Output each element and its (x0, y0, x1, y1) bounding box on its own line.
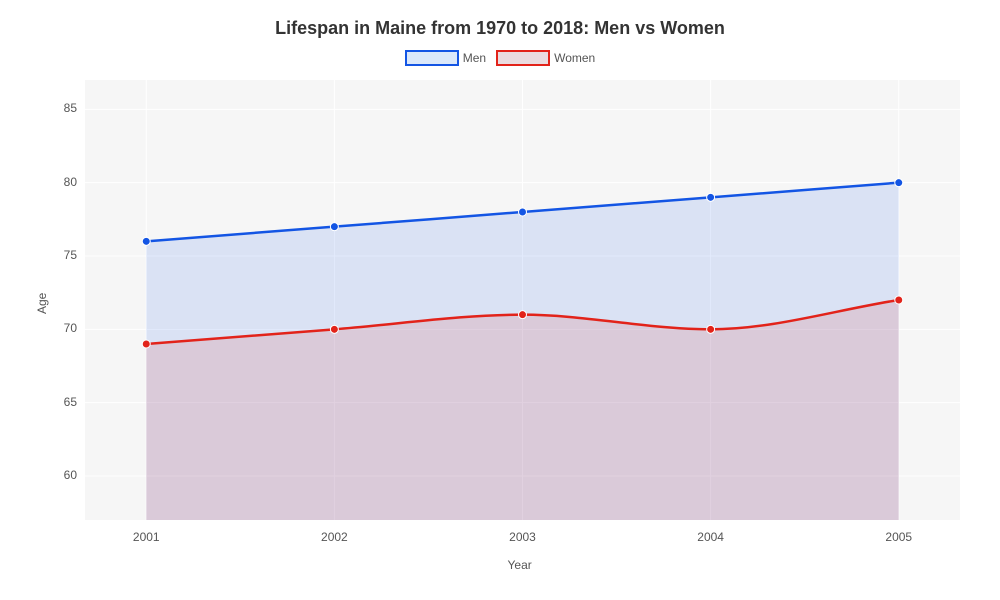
marker-men (895, 179, 903, 187)
y-tick-label: 85 (64, 101, 77, 115)
marker-men (707, 193, 715, 201)
x-tick-label: 2002 (314, 530, 354, 544)
marker-men (142, 237, 150, 245)
marker-men (519, 208, 527, 216)
marker-women (330, 325, 338, 333)
y-tick-label: 70 (64, 321, 77, 335)
x-tick-label: 2004 (691, 530, 731, 544)
legend-swatch-men (405, 50, 459, 66)
legend-swatch-women (496, 50, 550, 66)
marker-women (895, 296, 903, 304)
marker-women (707, 325, 715, 333)
plot-area (85, 80, 960, 520)
y-tick-label: 80 (64, 175, 77, 189)
y-axis-label: Age (35, 293, 49, 314)
chart-svg (85, 80, 960, 520)
legend: Men Women (0, 50, 1000, 66)
chart-title: Lifespan in Maine from 1970 to 2018: Men… (0, 18, 1000, 39)
marker-men (330, 223, 338, 231)
legend-item-women: Women (496, 50, 595, 66)
marker-women (142, 340, 150, 348)
y-tick-label: 60 (64, 468, 77, 482)
x-tick-label: 2005 (879, 530, 919, 544)
legend-label-women: Women (554, 51, 595, 65)
x-axis-label: Year (508, 558, 532, 572)
y-tick-label: 75 (64, 248, 77, 262)
legend-item-men: Men (405, 50, 486, 66)
y-tick-label: 65 (64, 395, 77, 409)
x-tick-label: 2001 (126, 530, 166, 544)
legend-label-men: Men (463, 51, 486, 65)
marker-women (519, 311, 527, 319)
x-tick-label: 2003 (503, 530, 543, 544)
